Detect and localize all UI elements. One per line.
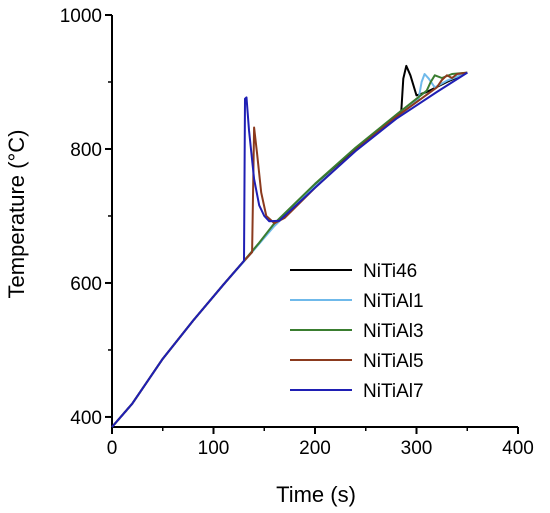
legend-label: NiTiAl5 — [363, 351, 424, 372]
series-line-nitial5 — [111, 71, 468, 428]
legend-label: NiTi46 — [363, 261, 417, 282]
axes: 0 100 200 300 400 400 600 800 1000 — [60, 6, 534, 459]
x-tick-label: 0 — [107, 438, 118, 459]
x-tick-label: 300 — [401, 438, 433, 459]
y-tick-label: 800 — [70, 140, 102, 161]
plot-area — [111, 64, 468, 428]
legend: NiTi46 NiTiAl1 NiTiAl3 NiTiAl5 NiTiAl7 — [290, 261, 424, 402]
series-line-nitial3 — [111, 71, 468, 428]
series-line-nitial7 — [111, 71, 468, 428]
y-axis-title: Temperature (°C) — [4, 130, 29, 299]
x-tick-label: 100 — [198, 438, 230, 459]
y-tick-label: 600 — [70, 274, 102, 295]
x-tick-label: 400 — [502, 438, 534, 459]
legend-label: NiTiAl1 — [363, 291, 424, 312]
x-axis-title: Time (s) — [276, 482, 356, 507]
legend-label: NiTiAl7 — [363, 381, 424, 402]
series-line-niti46 — [111, 64, 468, 428]
y-tick-label: 1000 — [60, 6, 102, 27]
legend-label: NiTiAl3 — [363, 321, 424, 342]
x-tick-label: 200 — [299, 438, 331, 459]
y-tick-label: 400 — [70, 408, 102, 429]
series-line-nitial1 — [111, 71, 468, 428]
